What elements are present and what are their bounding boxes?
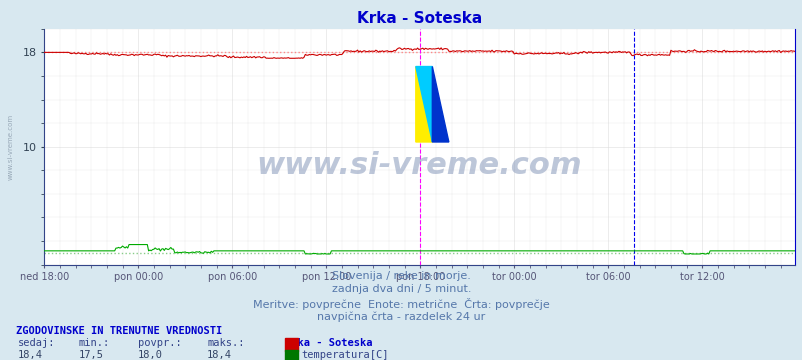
Text: temperatura[C]: temperatura[C] [301, 350, 388, 360]
Polygon shape [415, 67, 431, 142]
Polygon shape [415, 67, 431, 142]
Text: www.si-vreme.com: www.si-vreme.com [7, 114, 14, 180]
Text: maks.:: maks.: [207, 338, 245, 348]
Text: Slovenija / reke in morje.: Slovenija / reke in morje. [332, 271, 470, 281]
Text: 18,4: 18,4 [18, 350, 43, 360]
Polygon shape [431, 67, 448, 142]
Text: navpična črta - razdelek 24 ur: navpična črta - razdelek 24 ur [317, 312, 485, 322]
Text: Krka - Soteska: Krka - Soteska [285, 338, 372, 348]
Text: 18,4: 18,4 [207, 350, 232, 360]
Title: Krka - Soteska: Krka - Soteska [357, 11, 481, 26]
Text: zadnja dva dni / 5 minut.: zadnja dva dni / 5 minut. [331, 284, 471, 294]
Text: 18,0: 18,0 [138, 350, 163, 360]
Text: www.si-vreme.com: www.si-vreme.com [257, 151, 581, 180]
Text: sedaj:: sedaj: [18, 338, 55, 348]
Text: ZGODOVINSKE IN TRENUTNE VREDNOSTI: ZGODOVINSKE IN TRENUTNE VREDNOSTI [16, 326, 222, 336]
Text: povpr.:: povpr.: [138, 338, 181, 348]
Text: 17,5: 17,5 [79, 350, 103, 360]
Text: Meritve: povprečne  Enote: metrične  Črta: povprečje: Meritve: povprečne Enote: metrične Črta:… [253, 298, 549, 310]
Text: min.:: min.: [79, 338, 110, 348]
